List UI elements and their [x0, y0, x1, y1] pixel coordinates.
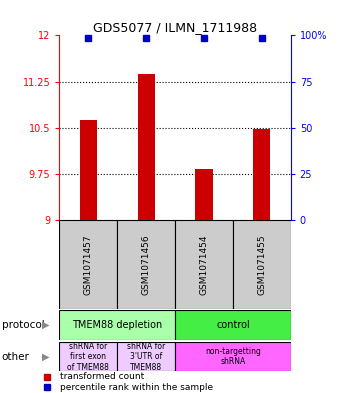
Bar [137, 73, 155, 220]
Bar [253, 129, 270, 220]
Bar [175, 342, 291, 371]
Text: TMEM88 depletion: TMEM88 depletion [72, 320, 163, 330]
Bar [117, 342, 175, 371]
Bar [59, 310, 175, 340]
Text: other: other [2, 352, 30, 362]
Bar [59, 342, 117, 371]
Bar [80, 120, 97, 220]
Bar [117, 220, 175, 309]
Bar [59, 220, 117, 309]
Text: GSM1071456: GSM1071456 [142, 234, 151, 295]
Text: transformed count: transformed count [60, 373, 144, 381]
Text: GSM1071457: GSM1071457 [84, 234, 93, 295]
Text: protocol: protocol [2, 320, 45, 330]
Text: ▶: ▶ [42, 352, 50, 362]
Text: GSM1071455: GSM1071455 [257, 234, 266, 295]
Text: non-targetting
shRNA: non-targetting shRNA [205, 347, 261, 366]
Bar [195, 169, 213, 220]
Bar [233, 220, 291, 309]
Text: shRNA for
3'UTR of
TMEM88: shRNA for 3'UTR of TMEM88 [127, 342, 165, 371]
Text: control: control [216, 320, 250, 330]
Bar [175, 220, 233, 309]
Text: ▶: ▶ [42, 320, 50, 330]
Text: shRNA for
first exon
of TMEM88: shRNA for first exon of TMEM88 [67, 342, 109, 371]
Title: GDS5077 / ILMN_1711988: GDS5077 / ILMN_1711988 [93, 21, 257, 34]
Text: percentile rank within the sample: percentile rank within the sample [60, 383, 213, 392]
Text: GSM1071454: GSM1071454 [200, 234, 208, 294]
Bar [175, 310, 291, 340]
